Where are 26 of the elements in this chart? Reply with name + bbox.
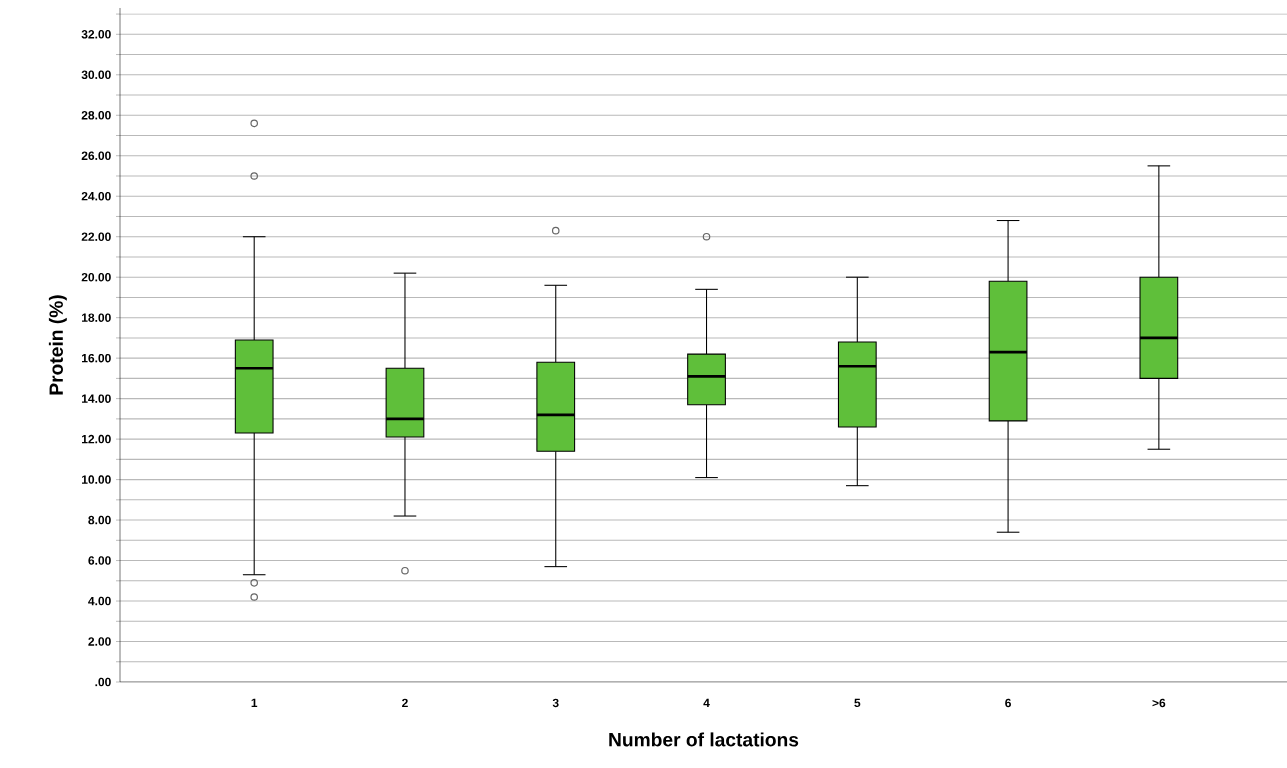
y-tick-label: 8.00 [88,515,111,525]
y-tick-label: .00 [95,677,111,687]
y-tick-label: 18.00 [82,313,111,322]
y-tick-label: 16.00 [82,353,111,363]
y-tick-label: 14.00 [82,394,111,403]
y-tick-label: 4.00 [88,596,111,606]
x-tick-label: 4 [703,698,710,707]
y-tick-label: 12.00 [82,434,111,444]
y-axis-title: Protein (%) [48,295,67,395]
y-tick-label: 20.00 [81,272,111,282]
y-tick-label: 22.00 [81,232,111,241]
y-tick-label: 10.00 [82,475,111,484]
y-tick-label: 24.00 [81,191,111,201]
y-tick-label: 28.00 [81,111,111,120]
x-tick-label: 1 [251,698,258,707]
x-tick-label: 6 [1005,698,1011,708]
x-axis-title: Number of lactations [609,732,799,747]
x-tick-label: 3 [552,698,559,708]
y-tick-label: 30.00 [81,70,111,80]
x-tick-label: 2 [402,698,408,708]
y-tick-label: 32.00 [81,30,111,39]
y-tick-label: 2.00 [88,637,111,646]
y-tick-label: 6.00 [88,556,111,565]
x-tick-label: >6 [1152,698,1166,708]
y-tick-label: 26.00 [81,151,111,161]
x-tick-label: 5 [854,698,861,708]
